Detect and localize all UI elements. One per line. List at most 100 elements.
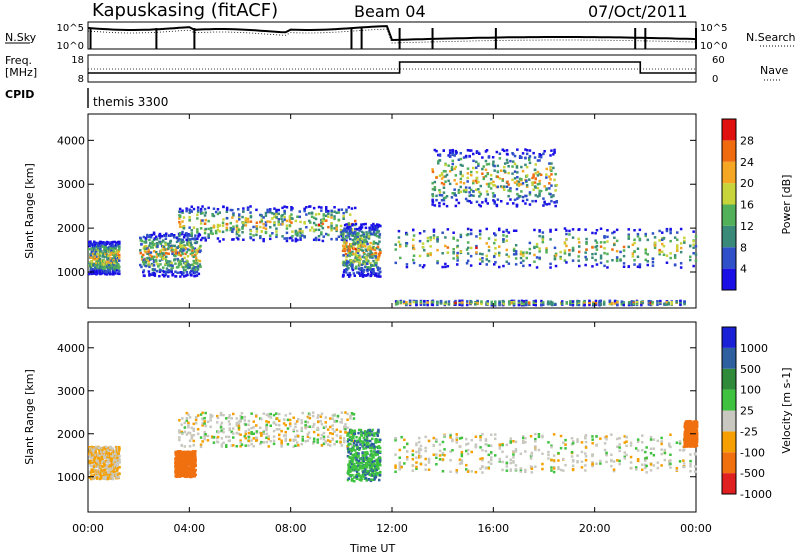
range-cell [669,252,672,255]
range-cell [356,446,359,449]
range-cell [370,459,374,462]
range-cell [204,433,207,436]
range-cell [438,174,442,177]
range-cell [347,235,351,238]
range-cell [658,229,661,233]
range-cell [343,440,346,444]
range-cell [174,275,178,278]
range-cell [511,178,514,182]
range-cell [288,215,292,218]
range-cell [156,262,159,266]
range-cell [97,456,100,459]
range-cell [679,299,682,303]
range-cell [364,245,367,248]
range-cell [369,473,372,476]
range-cell [110,241,113,244]
range-cell [267,415,270,418]
range-cell [218,240,221,243]
range-cell [243,415,246,419]
range-cell [397,229,401,233]
range-cell [249,229,253,233]
range-cell [351,469,354,472]
range-cell [470,201,473,204]
range-cell [466,180,469,183]
range-cell [185,209,188,213]
range-cell [232,225,235,228]
range-cell [374,241,378,245]
range-cell [360,226,364,229]
range-cell [357,440,360,444]
range-cell [438,188,441,192]
range-cell [150,262,154,266]
range-cell [267,445,270,448]
range-cell [152,264,156,267]
range-cell [260,440,263,444]
range-cell [177,237,181,241]
range-cell [444,180,447,183]
range-cell [459,172,462,176]
range-cell [255,225,259,228]
range-cell [291,230,294,233]
range-cell [352,413,356,416]
range-cell [89,263,92,266]
range-cell [665,229,669,233]
range-cell [532,300,535,303]
range-cell [452,231,455,234]
range-cell [152,260,156,264]
range-cell [330,224,333,228]
range-cell [353,449,357,452]
range-cell [351,265,354,268]
range-cell [343,437,346,440]
range-cell [322,214,325,217]
range-cell [475,251,478,254]
range-cell [370,442,374,446]
range-cell [442,202,446,206]
range-cell [174,254,177,258]
range-cell [519,256,523,260]
range-cell [516,171,519,174]
range-cell [195,265,198,269]
range-cell [90,256,93,259]
range-cell [186,239,190,243]
range-cell [187,413,190,416]
range-cell [106,448,109,452]
range-cell [249,232,252,236]
range-cell [669,256,672,260]
range-cell [303,236,306,239]
range-cell [656,303,659,306]
range-cell [243,419,246,422]
range-cell [606,266,609,269]
range-cell [591,246,594,249]
range-cell [369,462,373,465]
range-cell [187,463,190,466]
range-cell [545,187,548,190]
range-cell [155,255,159,259]
range-cell [366,452,369,455]
range-cell [275,209,278,212]
range-cell [478,195,481,198]
range-cell [521,152,525,155]
range-cell [516,148,519,151]
range-cell [144,261,148,264]
range-cell [183,245,186,249]
range-cell [312,440,316,443]
range-cell [636,232,640,236]
freq-series [88,61,696,74]
range-cell [481,260,484,263]
range-cell [103,468,107,471]
range-cell [269,416,272,419]
range-cell [157,265,160,268]
range-cell [98,459,102,462]
range-cell [322,442,326,445]
range-cell [143,274,146,278]
range-cell [649,301,653,305]
range-cell [265,436,268,439]
range-cell [535,242,539,246]
range-cell [115,476,119,479]
range-cell [178,222,182,226]
range-cell [412,258,415,262]
range-cell [317,234,321,238]
range-cell [374,255,377,258]
range-cell [372,240,376,243]
